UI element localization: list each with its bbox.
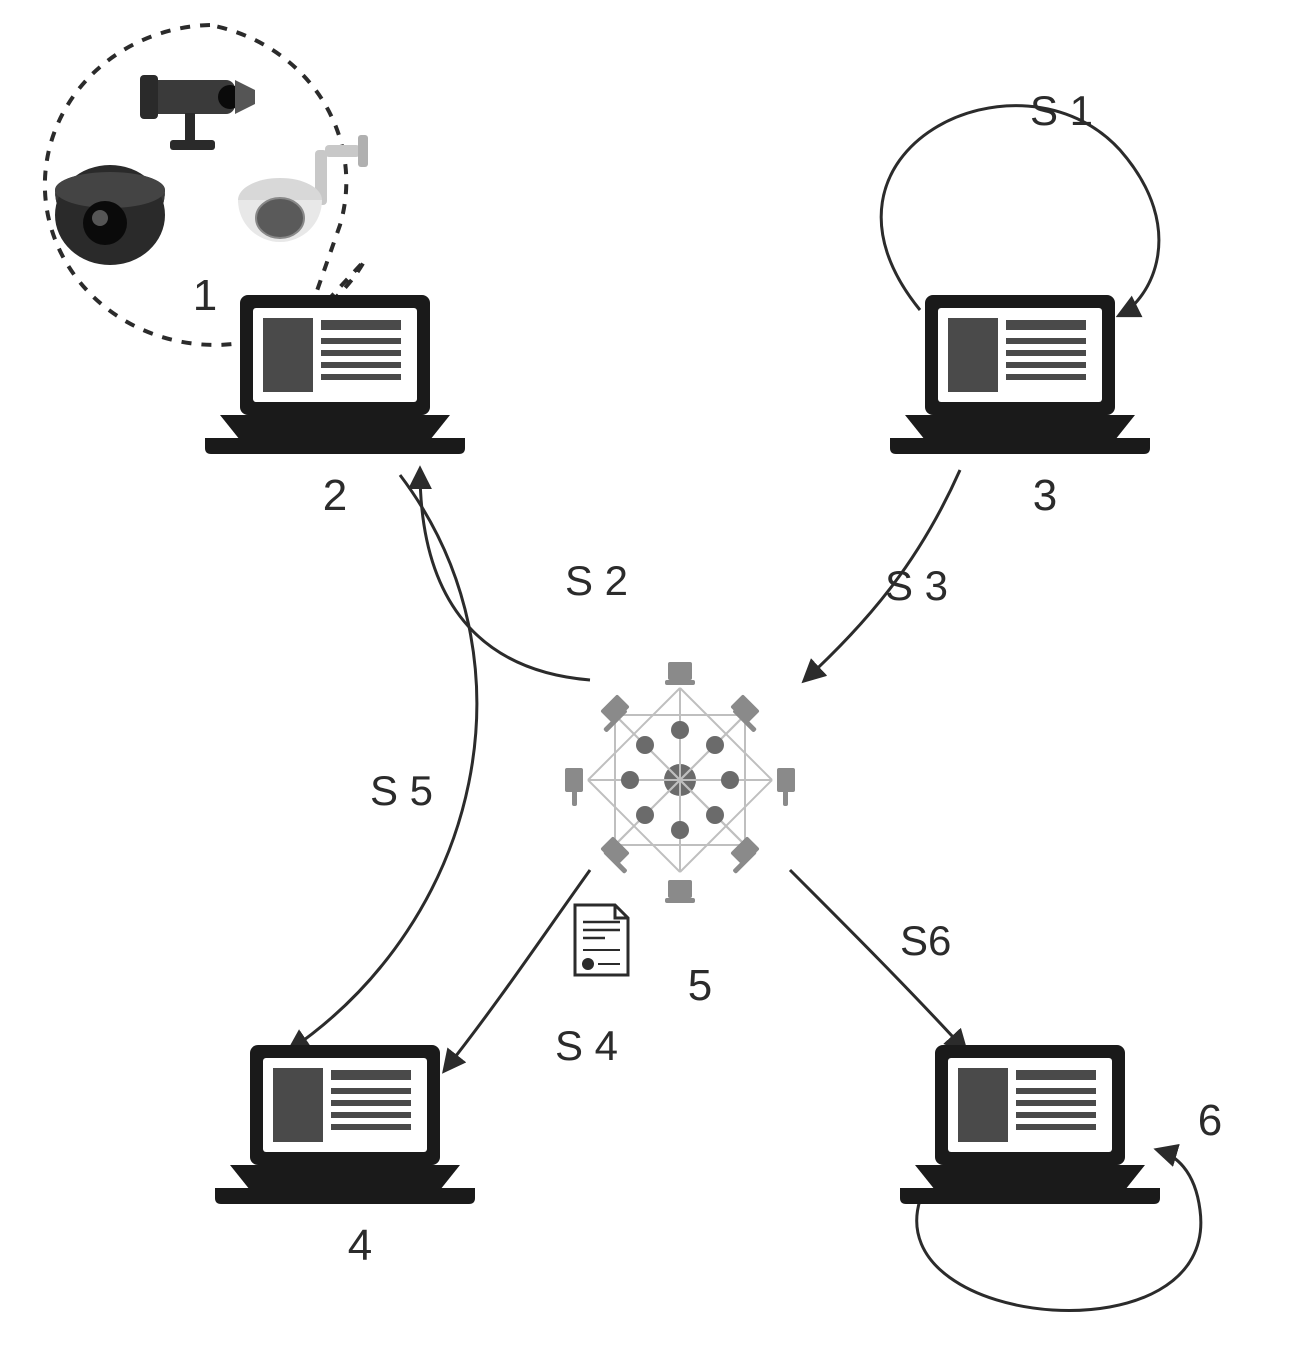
ptz-camera-icon bbox=[238, 135, 368, 242]
label-s2: S 2 bbox=[565, 557, 628, 604]
node-1-label: 1 bbox=[193, 271, 217, 320]
node-2-label: 2 bbox=[323, 471, 347, 520]
laptop-6: 6 bbox=[900, 1045, 1222, 1204]
edge-s5 bbox=[290, 475, 477, 1050]
laptop-4: 4 bbox=[215, 1045, 475, 1270]
label-s4: S 4 bbox=[555, 1022, 618, 1069]
node-5-label: 5 bbox=[688, 961, 712, 1010]
dome-camera-icon bbox=[55, 165, 165, 265]
laptop-2: 2 bbox=[205, 295, 465, 520]
node-3-label: 3 bbox=[1033, 471, 1057, 520]
label-s6: S6 bbox=[900, 917, 951, 964]
document-icon bbox=[575, 905, 628, 975]
label-s5: S 5 bbox=[370, 767, 433, 814]
laptop-3: 3 bbox=[890, 295, 1150, 520]
edge-labels: S 1 S 2 S 3 S 4 S 5 S6 bbox=[370, 87, 1093, 1069]
diagram-canvas: 1 2 3 4 6 5 S 1 S 2 S 3 S 4 S 5 S6 bbox=[0, 0, 1303, 1345]
hub-node: 5 bbox=[565, 662, 795, 1010]
bullet-camera-icon bbox=[140, 75, 255, 150]
node-4-label: 4 bbox=[348, 1221, 372, 1270]
label-s3: S 3 bbox=[885, 562, 948, 609]
edge-s1 bbox=[881, 106, 1159, 315]
label-s1: S 1 bbox=[1030, 87, 1093, 134]
node-6-label: 6 bbox=[1198, 1096, 1222, 1145]
